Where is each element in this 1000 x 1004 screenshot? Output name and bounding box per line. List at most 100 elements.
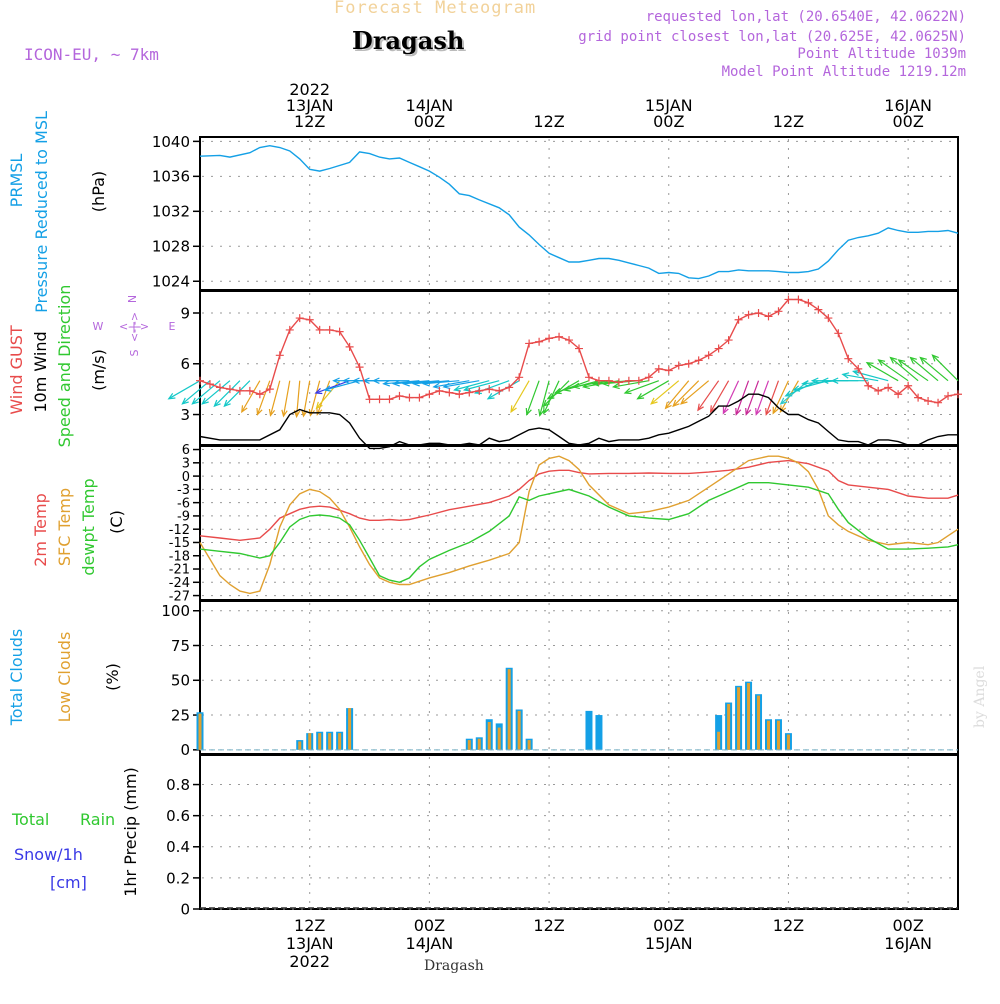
y-tick-label: -15 [169, 536, 190, 551]
gust-marker [794, 295, 803, 304]
y-tick-label: 6 [180, 355, 190, 373]
wind-arrow [214, 380, 241, 407]
gust-marker [724, 336, 733, 345]
cloud-bar-low [338, 733, 342, 750]
wind-arrow [722, 380, 740, 414]
gust-marker [235, 386, 244, 395]
cloud-bar-low [786, 734, 790, 750]
y-tick-label: 1032 [152, 203, 190, 221]
wind-arrow-head [371, 377, 380, 384]
wind-arrow [898, 359, 929, 382]
series-line-10m-wind [199, 393, 958, 450]
wind-arrow-head [323, 385, 332, 392]
wind-arrow [878, 359, 909, 382]
label-2m-temp: 2m Temp [31, 493, 50, 567]
wind-arrow [168, 380, 201, 400]
wind-arrow-head [301, 409, 308, 418]
y-tick-label: -27 [169, 589, 190, 604]
wind-arrow [315, 380, 350, 394]
gust-marker [824, 314, 833, 323]
gust-marker [744, 310, 753, 319]
cloud-bar-low [467, 740, 471, 750]
gust-marker [874, 386, 883, 395]
gust-marker [714, 344, 723, 353]
label-cm: [cm] [50, 873, 87, 892]
wind-arrow-head [382, 380, 391, 387]
wind-arrow [526, 380, 540, 415]
gust-marker [804, 298, 813, 307]
y-tick-label: 3 [180, 406, 190, 424]
panel-frame-wind [199, 290, 959, 446]
wind-arrow-head [877, 359, 886, 367]
wind-arrow [393, 380, 430, 385]
gust-marker [255, 390, 264, 399]
gust-marker [834, 329, 843, 338]
wind-arrow [223, 380, 251, 407]
cloud-bar-low [198, 713, 202, 750]
wind-arrow [269, 380, 281, 416]
wind-arrow-head [314, 387, 323, 395]
y-tick-label: -12 [169, 523, 190, 538]
label-wind-gust: Wind GUST [7, 325, 26, 415]
gust-marker [894, 390, 903, 399]
wind-arrow-head [889, 356, 898, 364]
y-tick-label: -3 [177, 483, 190, 498]
time-label-top: 00Z [414, 112, 445, 131]
wind-arrow [573, 380, 610, 388]
wind-arrow [710, 380, 730, 413]
gust-marker [505, 383, 514, 392]
gust-marker [485, 385, 494, 394]
wind-arrow-head [543, 406, 550, 415]
wind-arrow [772, 380, 789, 414]
wind-arrow-head [342, 377, 350, 384]
wind-arrow-head [650, 397, 658, 405]
wind-arrow [554, 380, 590, 394]
gust-marker [275, 351, 284, 360]
wind-arrow-head [672, 399, 680, 408]
wind-arrow-head [525, 407, 532, 416]
gust-marker [495, 386, 504, 395]
wind-arrow [309, 380, 321, 416]
gust-marker [575, 344, 583, 353]
y-tick-label: 25 [171, 706, 190, 724]
cloud-bar-low [308, 733, 312, 750]
gust-marker [555, 332, 564, 341]
cloud-bar-low [487, 722, 491, 750]
y-tick-label: 0 [180, 900, 190, 918]
wind-arrow-head [735, 407, 742, 416]
label-hpa: (hPa) [89, 171, 108, 212]
wind-arrow-head [909, 356, 917, 364]
y-tick-label: -24 [169, 576, 190, 591]
cloud-bar-low [517, 710, 521, 750]
wind-arrow [866, 362, 899, 382]
cloud-bar-low [727, 703, 731, 750]
wind-arrow-head [779, 397, 788, 405]
gust-marker [584, 373, 593, 382]
wind-arrow-head [919, 356, 927, 364]
wind-arrow [853, 370, 889, 382]
gust-marker [644, 373, 653, 382]
cloud-bar-low [737, 687, 741, 750]
y-tick-label: 0 [180, 741, 190, 759]
wind-arrow [650, 380, 680, 405]
wind-arrow [256, 380, 271, 415]
compass-ew-arrows: <-|-> [119, 320, 149, 333]
location-title: Dragash [352, 26, 465, 55]
wind-arrow-head [315, 401, 323, 410]
time-label-top: 12Z [294, 112, 325, 131]
cloud-bar-low [477, 738, 481, 750]
wind-arrow-head [412, 380, 420, 387]
gust-marker [934, 398, 943, 407]
label-percent: (%) [103, 663, 122, 691]
y-tick-label: 1040 [152, 133, 190, 151]
time-label-bottom: 12Z [533, 916, 564, 935]
point-altitude: Point Altitude 1039m [797, 46, 966, 62]
y-tick-label: 0 [182, 470, 190, 485]
gust-marker [196, 376, 204, 385]
wind-arrow-head [486, 393, 495, 400]
gust-marker [265, 385, 274, 394]
wind-arrow-head [332, 377, 340, 384]
time-label-top: 13JAN [286, 96, 334, 115]
wind-arrow [443, 380, 480, 388]
y-tick-label: 0.6 [166, 807, 190, 825]
